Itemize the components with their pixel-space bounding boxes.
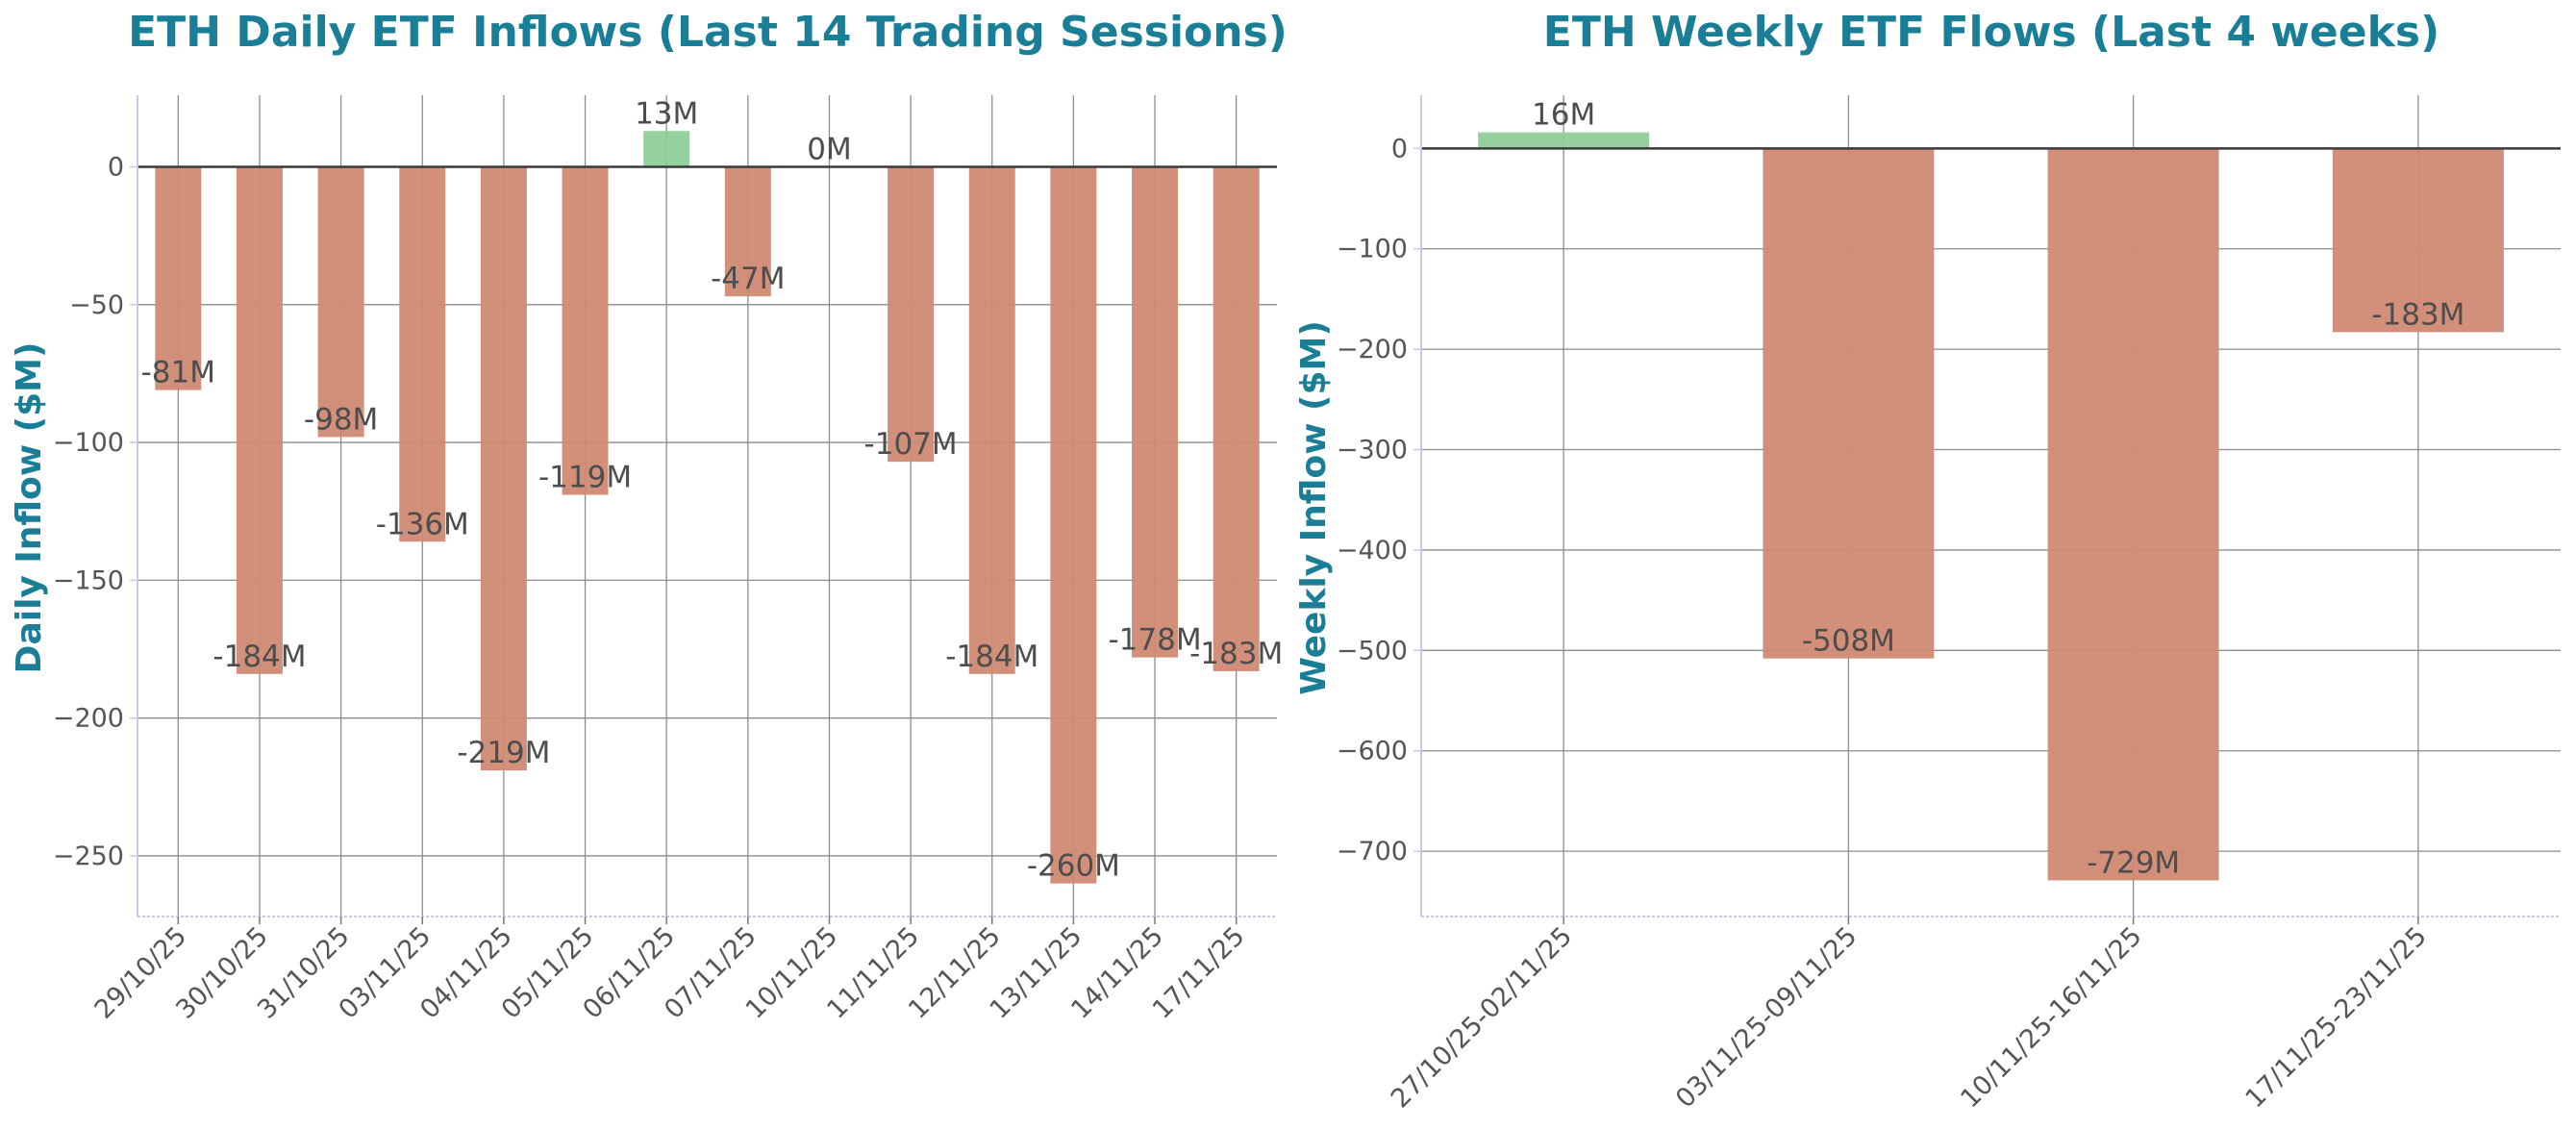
daily-value-label: 13M <box>635 96 698 131</box>
daily-value-label: -184M <box>213 640 306 674</box>
weekly-ytick-label: −700 <box>1337 837 1408 866</box>
weekly-ytick-label: −500 <box>1337 636 1408 665</box>
daily-bars <box>155 131 1260 884</box>
daily-bar <box>236 166 283 674</box>
daily-chart-title: ETH Daily ETF Inflows (Last 14 Trading S… <box>128 8 1288 57</box>
weekly-value-label: -729M <box>2087 845 2180 880</box>
daily-ytick-label: −150 <box>53 565 124 595</box>
daily-x-ticks: 29/10/2530/10/2531/10/2503/11/2504/11/25… <box>89 917 1251 1025</box>
daily-bar <box>317 166 364 438</box>
daily-bar <box>562 166 609 495</box>
weekly-xtick-label: 10/11/25-16/11/25 <box>1955 921 2147 1114</box>
weekly-axis-spines <box>1420 95 2561 917</box>
weekly-value-label: -183M <box>2371 297 2464 332</box>
daily-bar <box>155 166 202 390</box>
weekly-x-ticks: 27/10/25-02/11/25 03/11/25-09/11/25 10/11/… <box>1386 917 2433 1114</box>
daily-value-labels: -81M -184M -98M -136M -219M -119M 13M -47M 0M -10… <box>141 96 1284 883</box>
daily-gridlines <box>138 95 1277 917</box>
weekly-value-labels: 16M -508M -729M -183M <box>1532 98 2464 881</box>
daily-bar <box>968 166 1015 674</box>
daily-value-label: -260M <box>1027 849 1120 884</box>
daily-ytick-label: −100 <box>53 428 124 458</box>
weekly-ytick-label: −200 <box>1337 335 1408 364</box>
weekly-ytick-label: −400 <box>1337 536 1408 565</box>
weekly-ytick-label: −600 <box>1337 737 1408 766</box>
weekly-y-axis-label: Weekly Inflow ($M) <box>1294 320 1334 695</box>
weekly-xtick-label: 17/11/25-23/11/25 <box>2240 921 2433 1114</box>
weekly-ytick-label: −100 <box>1337 235 1408 264</box>
weekly-xtick-label: 27/10/25-02/11/25 <box>1386 921 1578 1114</box>
daily-ytick-label: −50 <box>69 290 124 320</box>
daily-value-label: -184M <box>945 640 1038 674</box>
daily-bar <box>399 166 446 542</box>
daily-inflows-chart: ETH Daily ETF Inflows (Last 14 Trading S… <box>10 8 1288 1025</box>
weekly-flows-chart: ETH Weekly ETF Flows (Last 4 weeks) Week… <box>1294 8 2561 1114</box>
daily-value-label: 0M <box>807 133 851 167</box>
daily-bar <box>480 166 527 771</box>
daily-bar <box>643 131 690 167</box>
daily-ytick-label: −250 <box>53 841 124 871</box>
daily-y-ticks: 0 −50 −100 −150 −200 −250 <box>53 153 138 871</box>
weekly-value-label: 16M <box>1532 98 1595 133</box>
daily-value-label: -98M <box>304 402 378 437</box>
weekly-bar <box>1478 132 1650 149</box>
daily-bar <box>1132 166 1179 658</box>
daily-value-label: -136M <box>376 507 469 541</box>
weekly-bar <box>2332 148 2504 333</box>
daily-bar <box>724 166 771 297</box>
weekly-ytick-label: −300 <box>1337 436 1408 465</box>
daily-ytick-label: −200 <box>53 704 124 734</box>
weekly-y-ticks: 0 −100 −200 −300 −400 −500 −600 −700 <box>1337 134 1421 866</box>
daily-bar <box>1050 166 1097 884</box>
daily-value-label: -119M <box>538 461 632 495</box>
weekly-xtick-label: 03/11/25-09/11/25 <box>1670 921 1863 1114</box>
weekly-ytick-label: 0 <box>1391 134 1408 163</box>
daily-value-label: -47M <box>711 262 785 296</box>
weekly-bars <box>1478 132 2504 881</box>
weekly-bar <box>2047 148 2219 881</box>
daily-value-label: -81M <box>141 356 215 390</box>
daily-value-label: -178M <box>1108 623 1201 658</box>
daily-ytick-label: 0 <box>108 153 124 183</box>
daily-bar <box>1213 166 1260 671</box>
daily-axis-spines <box>137 95 1277 917</box>
weekly-chart-title: ETH Weekly ETF Flows (Last 4 weeks) <box>1543 8 2439 57</box>
daily-value-label: -107M <box>864 427 958 462</box>
daily-value-label: -219M <box>457 736 550 770</box>
daily-value-label: -183M <box>1189 637 1283 671</box>
daily-bar <box>888 166 935 463</box>
daily-y-axis-label: Daily Inflow ($M) <box>10 342 49 674</box>
weekly-bar <box>1763 148 1935 659</box>
weekly-value-label: -508M <box>1802 624 1895 659</box>
